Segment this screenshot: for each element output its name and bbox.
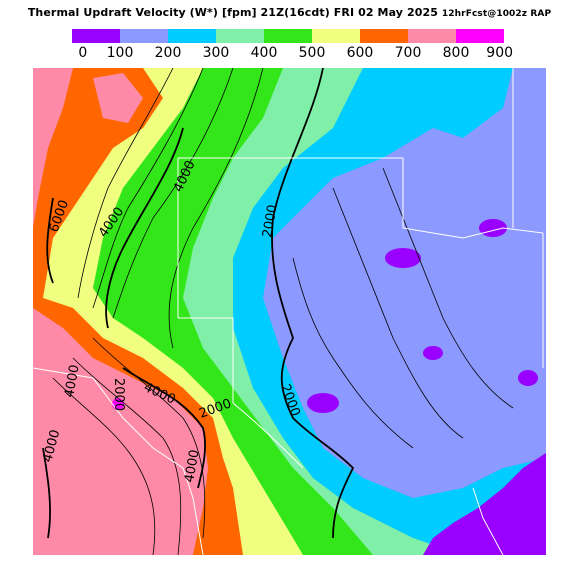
legend-swatch [360, 29, 408, 43]
legend-swatch [312, 29, 360, 43]
legend-tick-label: 900 [486, 45, 514, 61]
legend-tick-label: 300 [202, 45, 230, 61]
legend-swatch [216, 29, 264, 43]
legend-tick-label: 500 [298, 45, 326, 61]
legend-tick-label: 700 [394, 45, 422, 61]
legend-swatch [120, 29, 168, 43]
field-pink-nw [93, 73, 143, 123]
contour-label: 2000 [111, 378, 126, 411]
legend-swatch [264, 29, 312, 43]
legend-tick-label: 600 [346, 45, 374, 61]
field-purple-spot [385, 248, 421, 268]
title-main: Thermal Updraft Velocity (W*) [fpm] 21Z(… [27, 6, 438, 19]
legend-tick-label: 400 [250, 45, 278, 61]
contour-label: 4000 [182, 448, 203, 483]
field-purple-spot [423, 346, 443, 360]
field-purple-spot [518, 370, 538, 386]
legend-swatch [72, 29, 120, 43]
legend-ticks: 0 100 200 300 400 500 600 700 800 900 [72, 45, 513, 61]
legend-tick-label: 800 [442, 45, 470, 61]
legend-tick-label: 0 [78, 45, 88, 61]
field-pink [33, 68, 208, 555]
state-boundaries [33, 68, 544, 555]
legend-tick-label: 200 [154, 45, 182, 61]
contour-lines-thin [52, 68, 514, 555]
color-legend [72, 29, 504, 43]
legend-swatch [408, 29, 456, 43]
legend-swatch [168, 29, 216, 43]
legend-swatch [456, 29, 504, 43]
field-purple-spot [307, 393, 339, 413]
map-title: Thermal Updraft Velocity (W*) [fpm] 21Z(… [0, 6, 579, 19]
gulf-of-mexico [423, 453, 546, 555]
contour-label: 4000 [62, 363, 83, 398]
forecast-map: 6000 4000 4000 2000 2000 2000 4000 2000 … [33, 68, 546, 555]
title-model-run: 12hrFcst@1002z RAP [441, 9, 552, 19]
contour-lines-thick [42, 68, 355, 539]
contour-label: 2000 [260, 203, 281, 238]
legend-tick-label: 100 [106, 45, 134, 61]
